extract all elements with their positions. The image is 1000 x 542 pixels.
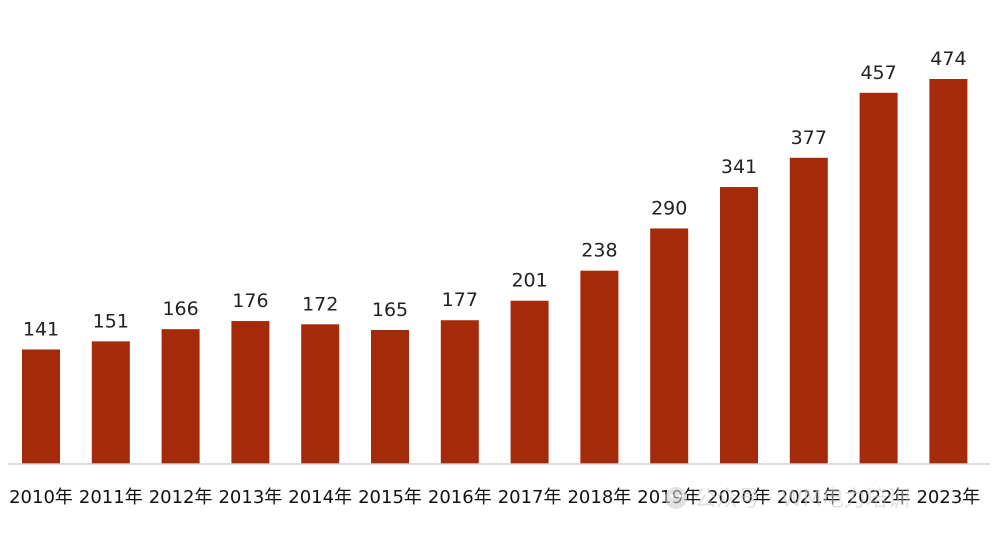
x-tick-label: 2018年	[567, 487, 631, 508]
data-label: 141	[23, 318, 59, 340]
x-tick-label: 2016年	[428, 487, 492, 508]
x-tick-label: 2021年	[777, 487, 841, 508]
bar-2014年	[301, 324, 340, 464]
bars-layer	[22, 79, 968, 465]
data-label: 238	[581, 240, 617, 262]
bar-2022年	[859, 92, 898, 464]
x-tick-label: 2015年	[358, 487, 422, 508]
x-tick-label: 2014年	[288, 487, 352, 508]
bar-2011年	[91, 341, 130, 464]
x-tick-label: 2010年	[9, 487, 73, 508]
x-axis-tick-labels: 2010年 2011年 2012年 2013年 2014年 2015年 2016年 2017年…	[9, 487, 980, 508]
bar-2012年	[161, 329, 200, 464]
data-label: 166	[162, 298, 198, 320]
x-tick-label: 2023年	[916, 487, 980, 508]
bar-2019年	[650, 228, 689, 464]
watermark: 公众号 · WM电力培训	[665, 487, 910, 512]
x-tick-label: 2017年	[498, 487, 562, 508]
bar-2017年	[510, 300, 549, 464]
data-label: 165	[372, 299, 408, 321]
bar-2013年	[231, 321, 270, 464]
x-tick-label: 2011年	[79, 487, 143, 508]
bar-2010年	[22, 349, 60, 464]
data-label: 457	[860, 62, 896, 84]
bar-2015年	[371, 329, 409, 464]
bar-2023年	[929, 79, 968, 464]
x-tick-label: 2012年	[149, 487, 213, 508]
data-label: 176	[232, 290, 268, 312]
bar-2020年	[720, 187, 758, 464]
data-label: 201	[511, 270, 547, 292]
x-tick-label: 2020年	[707, 487, 771, 508]
data-label: 474	[930, 48, 966, 70]
bar-2021年	[789, 157, 828, 465]
data-label: 377	[791, 127, 827, 149]
bar-2018年	[580, 270, 619, 464]
wechat-icon	[665, 487, 687, 509]
data-label: 172	[302, 293, 338, 315]
x-tick-label: 2013年	[218, 487, 282, 508]
bar-2016年	[440, 320, 479, 464]
data-label: 151	[93, 310, 129, 332]
x-tick-label: 2022年	[847, 487, 911, 508]
data-label: 177	[442, 289, 478, 311]
data-label: 290	[651, 197, 687, 219]
data-labels-layer: 141 151 166 176 172 165 177 201 238 290 341 377 457 4…	[23, 48, 967, 340]
data-label: 341	[721, 156, 757, 178]
watermark-text: 公众号 · WM电力培训	[694, 487, 910, 512]
